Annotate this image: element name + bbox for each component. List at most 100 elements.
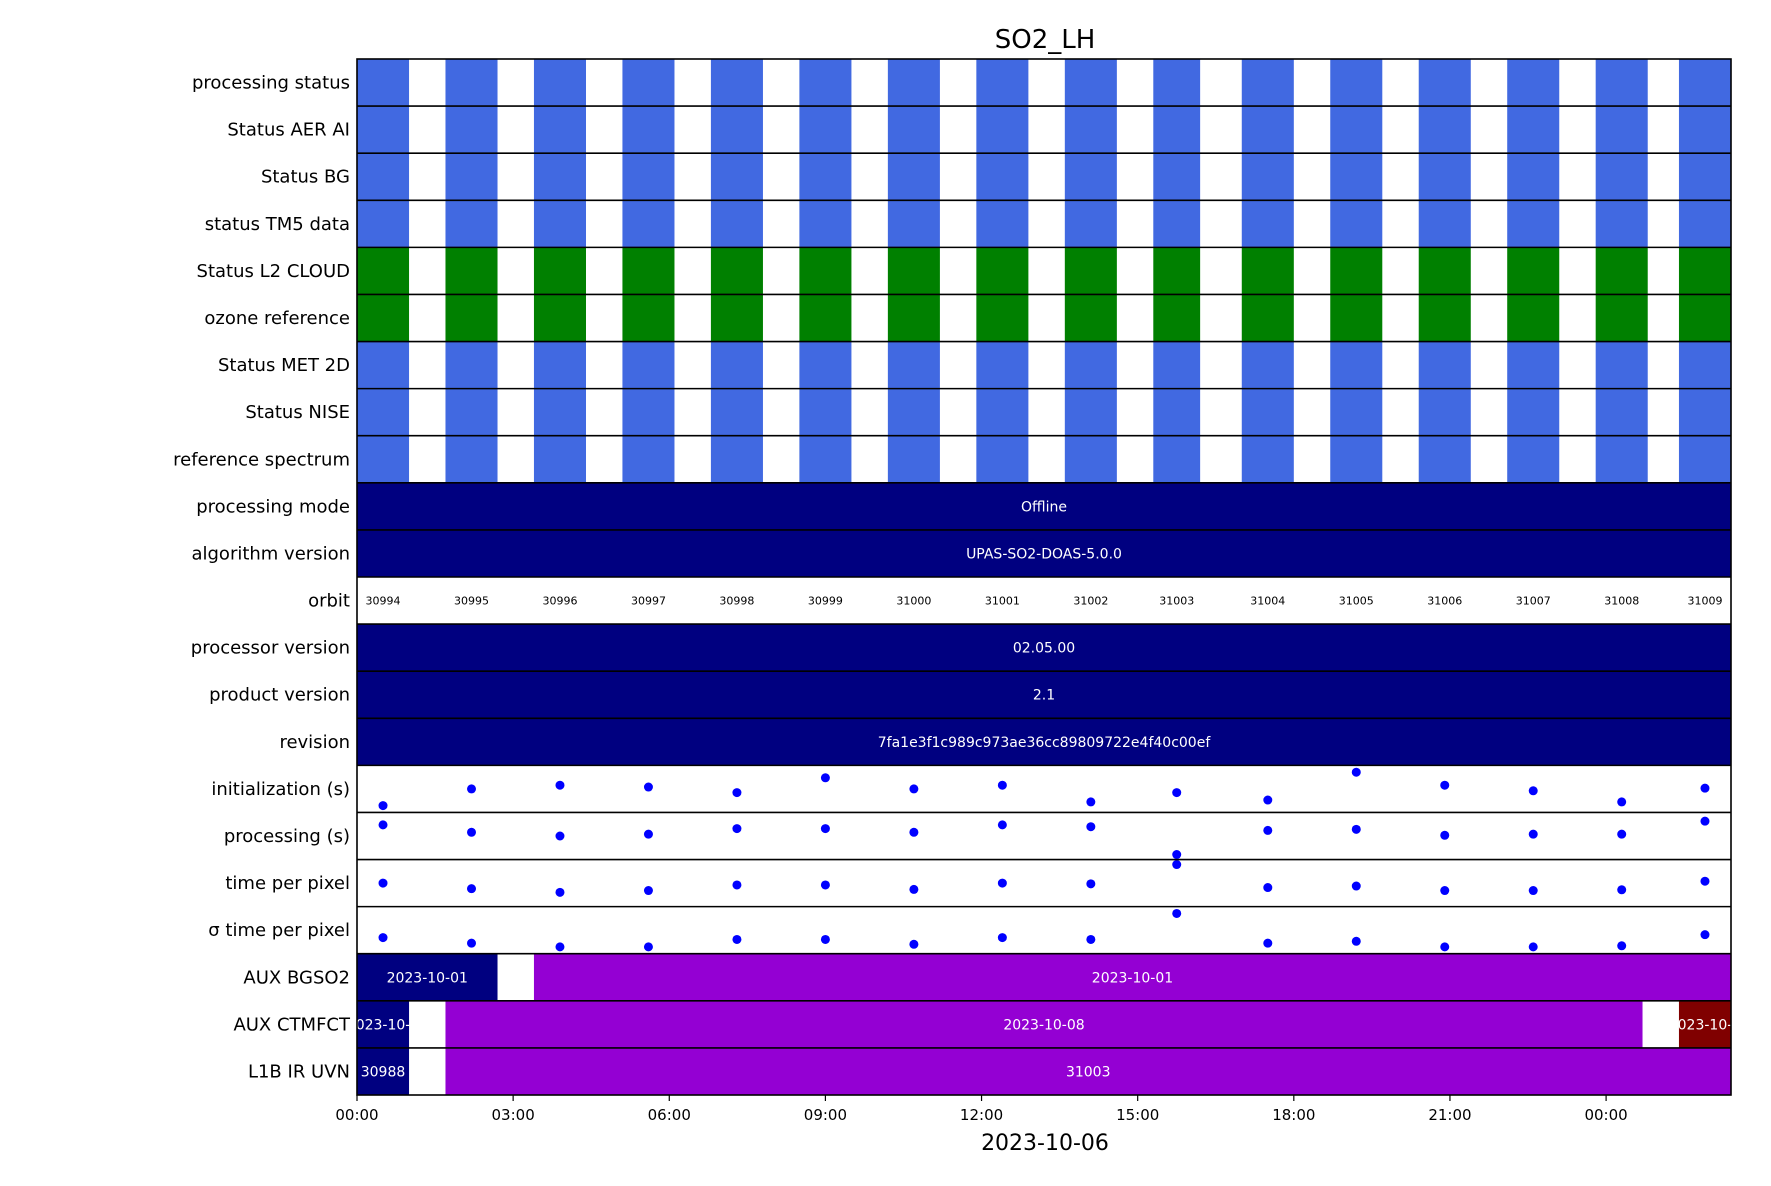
granule-cell <box>622 200 675 248</box>
granule-cell <box>1418 435 1471 483</box>
granule-cell <box>622 153 675 201</box>
granule-cell <box>445 59 498 107</box>
granule-cell <box>887 435 940 483</box>
scatter-point <box>1617 797 1627 807</box>
granule-cell <box>533 59 586 107</box>
granule-cell <box>357 153 410 201</box>
granule-cell <box>445 106 498 154</box>
data-cells: Offline UPAS-SO2-DOAS-5.0.0 30994 30995 3099… <box>347 59 1741 1095</box>
band-segment-label: UPAS-SO2-DOAS-5.0.0 <box>966 546 1122 562</box>
x-tick-label: 06:00 <box>648 1106 691 1124</box>
scatter-point <box>1351 767 1361 777</box>
granule-cell <box>1678 247 1731 295</box>
granule-cell <box>976 435 1029 483</box>
scatter-point <box>909 884 919 894</box>
granule-cell <box>1418 294 1471 342</box>
band-segment <box>357 624 1731 672</box>
granule-cell <box>799 388 852 436</box>
scatter-point <box>1700 783 1710 793</box>
granule-cell <box>1330 247 1383 295</box>
granule-cell <box>1595 200 1648 248</box>
row-label: Status L2 CLOUD <box>197 261 350 282</box>
scatter-point <box>1528 829 1538 839</box>
scatter-point <box>820 934 830 944</box>
granule-cell <box>1153 200 1201 248</box>
granule-cell <box>357 341 410 389</box>
granule-cell <box>1064 388 1117 436</box>
row-label: σ time per pixel <box>208 920 350 941</box>
scatter-point <box>1086 934 1096 944</box>
scatter-point <box>1440 886 1450 896</box>
scatter-point <box>820 824 830 834</box>
granule-cell <box>622 388 675 436</box>
granule-cell <box>1241 294 1294 342</box>
orbit-number: 30995 <box>454 595 489 608</box>
granule-cell <box>357 59 410 107</box>
granule-cell <box>622 247 675 295</box>
band-segment <box>445 1047 1731 1095</box>
granule-cell <box>1595 153 1648 201</box>
scatter-point <box>1172 908 1182 918</box>
granule-cell <box>1064 435 1117 483</box>
granule-cell <box>445 200 498 248</box>
granule-cell <box>1595 435 1648 483</box>
orbit-number: 31005 <box>1339 595 1374 608</box>
granule-cell <box>445 153 498 201</box>
granule-cell <box>1418 59 1471 107</box>
granule-cell <box>976 59 1029 107</box>
granule-cell <box>1064 341 1117 389</box>
granule-cell <box>1678 388 1731 436</box>
granule-cell <box>1241 435 1294 483</box>
granule-cell <box>1595 341 1648 389</box>
x-tick-label: 09:00 <box>804 1106 847 1124</box>
granule-cell <box>622 106 675 154</box>
granule-cell <box>710 247 763 295</box>
granule-cell <box>1330 435 1383 483</box>
granule-cell <box>710 59 763 107</box>
x-axis: 00:00 03:00 06:00 09:00 12:00 15:00 18:00 21:00… <box>335 1095 1628 1124</box>
granule-cell <box>533 200 586 248</box>
granule-cell <box>1507 341 1560 389</box>
row-label: algorithm version <box>191 543 350 564</box>
granule-cell <box>533 341 586 389</box>
scatter-point <box>1086 879 1096 889</box>
granule-cell <box>799 200 852 248</box>
scatter-point <box>997 878 1007 888</box>
row-label: Status AER AI <box>227 120 350 141</box>
band-segment-label: 02.05.00 <box>1013 641 1075 657</box>
scatter-point <box>643 886 653 896</box>
granule-cell <box>1153 294 1201 342</box>
scatter-point <box>1617 885 1627 895</box>
granule-cell <box>445 247 498 295</box>
orbit-number: 31002 <box>1073 595 1108 608</box>
band-segment <box>357 953 498 1001</box>
scatter-point <box>1263 825 1273 835</box>
orbit-number: 31003 <box>1159 595 1194 608</box>
granule-cell <box>1507 294 1560 342</box>
x-tick-label: 21:00 <box>1428 1106 1471 1124</box>
scatter-point <box>643 782 653 792</box>
scatter-point <box>1440 830 1450 840</box>
scatter-point <box>909 784 919 794</box>
row-label: processing (s) <box>224 826 350 847</box>
band-segment-label: 2023-10-0 <box>347 1017 419 1033</box>
row-labels: processing status Status AER AI Status BG s… <box>173 73 351 1083</box>
row-label: AUX CTMFCT <box>233 1014 351 1035</box>
granule-cell <box>710 388 763 436</box>
orbit-number: 30999 <box>808 595 843 608</box>
scatter-point <box>1263 938 1273 948</box>
granule-cell <box>1678 294 1731 342</box>
band-segment <box>357 671 1731 719</box>
granule-cell <box>710 106 763 154</box>
scatter-point <box>1172 860 1182 870</box>
band-segment <box>357 529 1731 577</box>
row-label: reference spectrum <box>173 449 350 470</box>
granule-cell <box>622 59 675 107</box>
granule-cell <box>1595 106 1648 154</box>
granule-cell <box>1153 341 1201 389</box>
granule-cell <box>1678 106 1731 154</box>
granule-cell <box>976 153 1029 201</box>
granule-cell <box>976 388 1029 436</box>
granule-cell <box>1507 106 1560 154</box>
